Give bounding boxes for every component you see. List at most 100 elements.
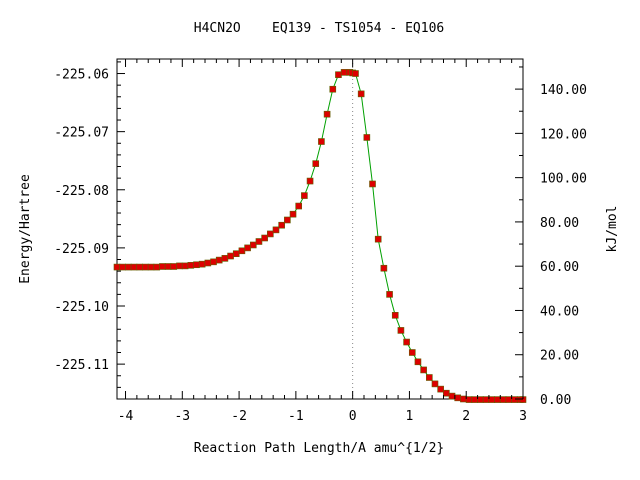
data-point	[318, 138, 325, 145]
data-point	[198, 260, 206, 268]
data-point	[352, 70, 359, 77]
y2-tick-label: 100.00	[540, 172, 587, 187]
data-point	[181, 262, 189, 270]
data-point	[477, 396, 484, 403]
chart-title: H4CN2O EQ139 - TS1054 - EQ106	[194, 21, 444, 36]
data-point	[443, 389, 450, 397]
data-point	[301, 192, 308, 199]
y-axis-left: -225.06 -225.07 -225.08 -225.09 -225.10 -225.…	[54, 61, 125, 400]
y-tick-label: -225.10	[54, 300, 109, 315]
data-point	[488, 396, 496, 403]
data-point	[312, 160, 320, 167]
x-tick-label: 0	[349, 409, 357, 424]
data-point	[176, 262, 183, 270]
data-point	[465, 396, 473, 403]
y2-tick-label: 80.00	[540, 216, 579, 231]
y-tick-label: -225.09	[54, 242, 109, 257]
x-axis-label: Reaction Path Length/A amu^{1/2}	[194, 441, 444, 456]
data-point	[323, 110, 331, 118]
x-tick-label: -2	[231, 409, 247, 424]
data-point	[215, 256, 223, 264]
data-point	[130, 263, 138, 271]
data-point	[238, 247, 246, 255]
data-point	[193, 261, 200, 269]
y-axis-label: Energy/Hartree	[18, 174, 33, 284]
y-tick-label: -225.11	[54, 358, 109, 373]
y2-tick-label: 60.00	[540, 260, 579, 275]
x-tick-label: 3	[519, 409, 527, 424]
data-point	[460, 395, 467, 403]
data-point	[255, 238, 263, 245]
data-point	[437, 385, 444, 393]
y-tick-label: -225.08	[54, 184, 109, 199]
data-point	[113, 263, 121, 271]
data-point	[471, 396, 479, 403]
data-point	[329, 85, 337, 93]
data-point	[380, 264, 388, 272]
data-point	[159, 263, 166, 270]
data-point	[357, 90, 365, 98]
data-point	[374, 235, 382, 243]
x-tick-label: 2	[462, 409, 470, 424]
data-markers	[113, 69, 527, 403]
data-point	[499, 396, 507, 403]
y2-tick-label: 40.00	[540, 304, 579, 319]
y2-tick-label: 140.00	[540, 83, 587, 98]
energy-curve-line	[117, 71, 523, 401]
data-point	[272, 226, 280, 234]
data-point	[187, 262, 195, 269]
data-point	[363, 134, 371, 141]
data-point	[267, 230, 274, 238]
data-point	[221, 255, 229, 262]
data-point	[227, 252, 234, 260]
data-point	[335, 71, 342, 78]
data-point	[142, 263, 149, 271]
data-point	[136, 263, 144, 271]
energy-curve	[117, 71, 523, 401]
data-point	[244, 244, 251, 252]
data-point	[170, 263, 178, 270]
x-tick-label: -3	[174, 409, 190, 424]
data-point	[420, 366, 427, 374]
x-tick-label: -4	[118, 409, 134, 424]
data-point	[482, 396, 490, 403]
data-point	[369, 180, 376, 188]
data-point	[397, 327, 405, 334]
x-tick-label: -1	[288, 409, 304, 424]
y-tick-label: -225.06	[54, 68, 109, 83]
data-point	[454, 394, 462, 402]
data-point	[125, 263, 132, 271]
plot-frame	[116, 58, 524, 400]
x-axis: -4 -3 -2 -1 0 1 2 3	[118, 59, 527, 424]
y-tick-label: -225.07	[54, 126, 109, 141]
data-point	[403, 338, 410, 346]
x-tick-label: 1	[406, 409, 414, 424]
data-point	[306, 177, 314, 185]
data-point	[505, 396, 513, 403]
data-point	[249, 241, 257, 249]
data-point	[408, 349, 416, 356]
data-point	[153, 263, 161, 271]
data-point	[119, 263, 126, 271]
data-point	[340, 69, 348, 76]
data-point	[391, 312, 399, 319]
data-point	[164, 263, 172, 270]
data-point	[448, 392, 456, 400]
y2-tick-label: 20.00	[540, 349, 579, 364]
data-point	[511, 396, 518, 403]
data-point	[261, 234, 268, 242]
data-point	[431, 380, 439, 388]
y-axis-right: 140.00 120.00 100.00 80.00 60.00 40.00 20.00 0.…	[515, 66, 587, 408]
y2-axis-label: kJ/mol	[605, 206, 620, 253]
y2-tick-label: 0.00	[540, 393, 571, 408]
y2-tick-label: 120.00	[540, 127, 587, 142]
data-point	[295, 202, 303, 210]
data-point	[278, 221, 285, 229]
data-point	[232, 250, 240, 257]
data-point	[147, 263, 155, 271]
data-point	[414, 358, 422, 366]
data-point	[426, 374, 433, 381]
data-point	[204, 259, 212, 267]
data-point	[284, 216, 291, 224]
